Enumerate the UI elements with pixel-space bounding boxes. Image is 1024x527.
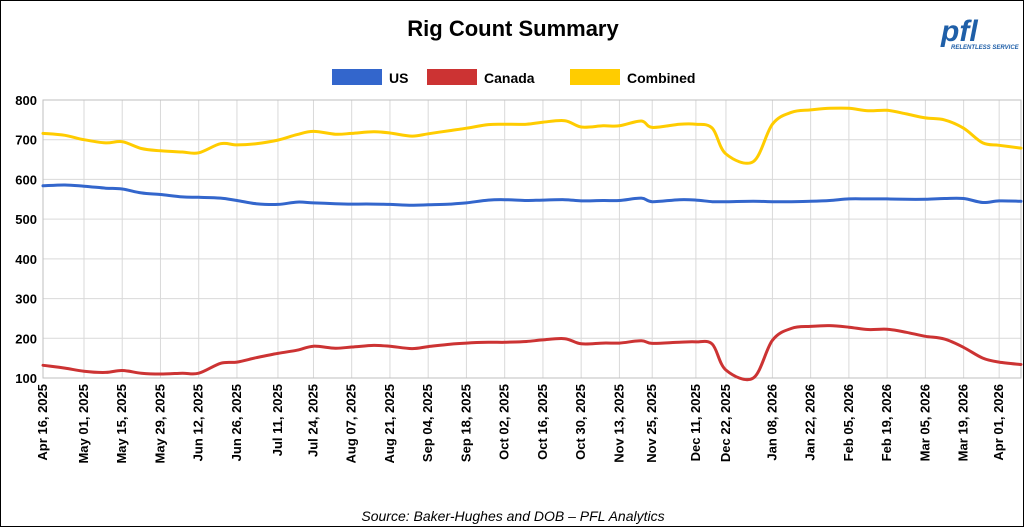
x-tick-label: Nov 25, 2025 xyxy=(644,384,659,463)
x-tick-label: Sep 18, 2025 xyxy=(458,384,473,462)
x-tick-label: Nov 13, 2025 xyxy=(611,384,626,463)
x-tick-label: Oct 16, 2025 xyxy=(535,384,550,460)
x-tick-label: Dec 22, 2025 xyxy=(718,384,733,462)
legend-swatch-canada xyxy=(427,69,477,85)
logo-tagline: RELENTLESS SERVICE xyxy=(951,45,1020,51)
legend-label-canada: Canada xyxy=(484,70,535,86)
series-line-combined xyxy=(41,106,1023,165)
x-tick-label: May 15, 2025 xyxy=(114,384,129,464)
x-tick-label: Sep 04, 2025 xyxy=(420,384,435,462)
x-tick-label: Mar 05, 2026 xyxy=(917,384,932,461)
x-tick-label: Jan 22, 2026 xyxy=(803,384,818,461)
series-line-canada xyxy=(41,324,1023,382)
x-tick-label: Apr 01, 2026 xyxy=(991,384,1006,461)
y-tick-label: 400 xyxy=(15,252,37,267)
source-note: Source: Baker-Hughes and DOB – PFL Analy… xyxy=(361,508,664,524)
pfl-logo: pfl RELENTLESS SERVICE xyxy=(940,15,1020,51)
x-tick-label: Mar 19, 2026 xyxy=(956,384,971,461)
series-lines xyxy=(41,106,1023,382)
x-tick-label: Feb 19, 2026 xyxy=(879,384,894,461)
x-tick-label: Aug 07, 2025 xyxy=(344,384,359,464)
x-tick-label: May 29, 2025 xyxy=(152,384,167,464)
grid xyxy=(42,99,1022,379)
x-tick-label: Oct 02, 2025 xyxy=(497,384,512,460)
x-tick-label: Jul 11, 2025 xyxy=(270,384,285,456)
y-tick-label: 300 xyxy=(15,292,37,307)
legend-label-us: US xyxy=(389,70,408,86)
x-tick-label: Jan 08, 2026 xyxy=(764,384,779,461)
x-tick-label: Jul 24, 2025 xyxy=(305,384,320,457)
legend-label-combined: Combined xyxy=(627,70,695,86)
chart-title: Rig Count Summary xyxy=(407,16,619,41)
x-tick-label: Oct 30, 2025 xyxy=(573,384,588,460)
x-tick-label: Aug 21, 2025 xyxy=(382,384,397,464)
x-tick-label: Dec 11, 2025 xyxy=(688,384,703,461)
series-line-us xyxy=(41,183,1023,207)
plot-area xyxy=(42,99,1022,379)
y-tick-label: 200 xyxy=(15,331,37,346)
y-tick-label: 100 xyxy=(15,371,37,386)
y-tick-label: 700 xyxy=(15,133,37,148)
y-tick-label: 800 xyxy=(15,93,37,108)
y-tick-label: 500 xyxy=(15,212,37,227)
legend: US Canada Combined xyxy=(332,69,695,86)
x-axis: Apr 16, 2025 May 01, 2025 May 15, 2025 May … xyxy=(35,384,1006,464)
x-tick-label: Feb 05, 2026 xyxy=(841,384,856,461)
y-axis: 100 200 300 400 500 600 700 800 xyxy=(15,93,37,386)
x-tick-label: May 01, 2025 xyxy=(76,384,91,464)
legend-swatch-us xyxy=(332,69,382,85)
y-tick-label: 600 xyxy=(15,172,37,187)
logo-text: pfl xyxy=(940,15,978,48)
x-tick-label: Apr 16, 2025 xyxy=(35,384,50,461)
legend-swatch-combined xyxy=(570,69,620,85)
x-tick-label: Jun 12, 2025 xyxy=(191,384,206,461)
x-tick-label: Jun 26, 2025 xyxy=(229,384,244,461)
